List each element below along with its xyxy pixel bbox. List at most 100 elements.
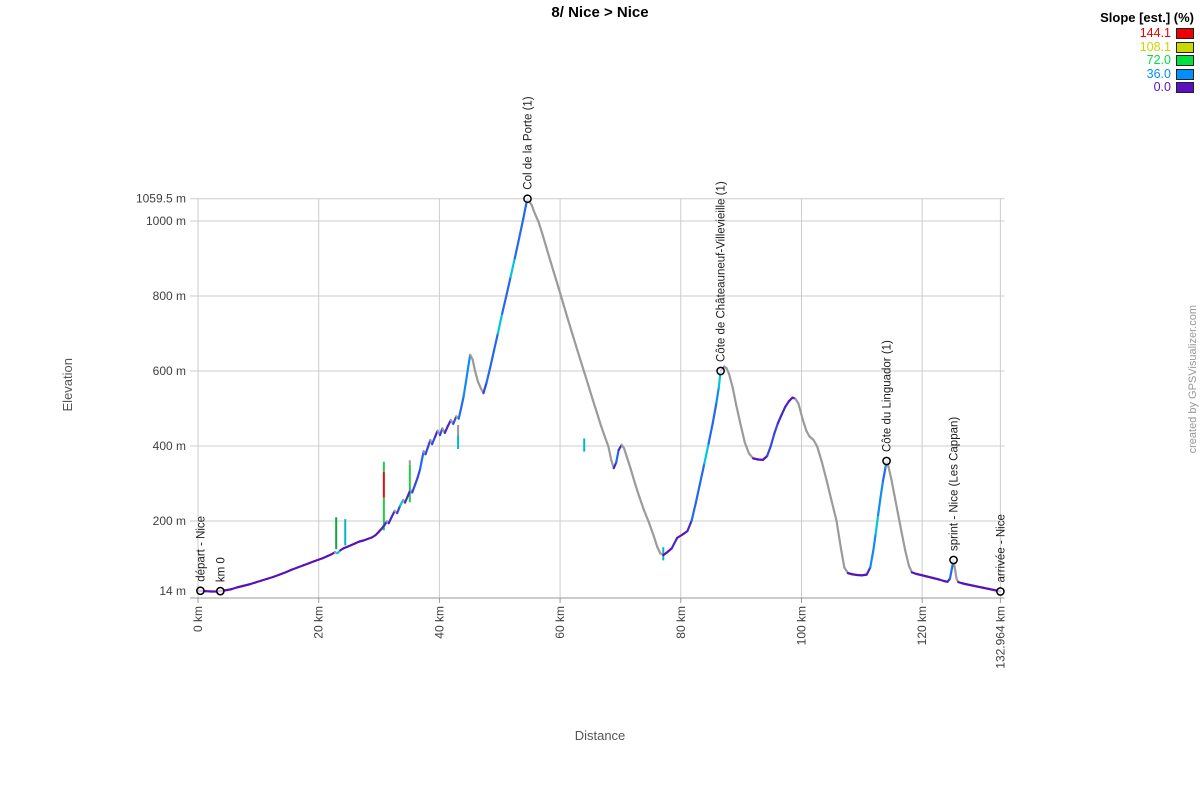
profile-segment — [633, 482, 641, 498]
x-tick-label: 80 km — [674, 606, 688, 639]
profile-segment — [462, 380, 468, 398]
waypoint-label: Côte de Châteauneuf-Villevieille (1) — [716, 181, 728, 362]
legend-value: 0.0 — [1153, 80, 1171, 95]
waypoint-marker — [215, 586, 225, 596]
legend-value: 36.0 — [1146, 66, 1171, 81]
waypoint-label: Col de la Porte (1) — [522, 96, 534, 189]
y-tick-label: 1000 m — [146, 214, 186, 228]
profile-segment — [471, 358, 477, 372]
profile-segment — [600, 425, 607, 440]
profile-segment — [622, 447, 629, 459]
profile-segment — [591, 398, 598, 414]
profile-segment — [784, 400, 790, 409]
profile-segment — [869, 549, 875, 569]
profile-segment — [707, 422, 714, 445]
profile-segment — [893, 494, 900, 515]
x-axis-title: Distance — [574, 728, 626, 743]
profile-segment — [566, 316, 573, 333]
legend-title: Slope [est.] (%) — [1100, 10, 1194, 25]
profile-segment — [904, 549, 910, 567]
profile-segment — [727, 372, 734, 389]
profile-segment — [629, 467, 637, 485]
profile-segment — [431, 435, 437, 446]
profile-segment — [780, 405, 787, 416]
profile-segment — [896, 512, 903, 534]
profile-segment — [540, 231, 548, 248]
waypoint-marker — [196, 586, 205, 596]
profile-segment — [776, 413, 783, 425]
y-tick-label: 14 m — [159, 584, 186, 598]
profile-segment — [578, 357, 586, 374]
profile-segment — [615, 449, 620, 464]
profile-segment — [464, 365, 470, 383]
profile-segment — [652, 534, 659, 548]
profile-segment — [839, 545, 846, 569]
profile-segment — [670, 536, 679, 550]
profile-segment — [715, 386, 720, 404]
profile-segment — [825, 480, 833, 503]
waypoint-label: sprint - Nice (Les Cappan) — [949, 417, 961, 551]
profile-segment — [694, 482, 702, 504]
x-tick-label: 0 km — [191, 606, 205, 632]
waypoint-marker — [882, 456, 891, 466]
waypoint-marker — [523, 194, 532, 204]
profile-segment — [482, 381, 488, 395]
profile-segment — [424, 446, 430, 456]
x-tick-label: 60 km — [553, 606, 567, 639]
profile-segment — [583, 371, 590, 387]
profile-segment — [549, 260, 556, 277]
profile-segment — [473, 369, 480, 383]
profile-segment — [703, 442, 710, 465]
profile-segment — [743, 441, 751, 455]
profile-segment — [953, 568, 958, 580]
profile-segment — [537, 220, 544, 234]
y-tick-label: 800 m — [153, 289, 186, 303]
profile-segment — [890, 478, 896, 497]
waypoint-marker — [716, 366, 725, 376]
profile-segment — [812, 438, 819, 448]
profile-segment — [587, 384, 594, 401]
profile-segment — [769, 432, 776, 448]
profile-segment — [830, 500, 838, 522]
profile-segment — [638, 495, 646, 512]
profile-segment — [574, 344, 582, 360]
profile-segment — [488, 350, 495, 370]
profile-segment — [517, 217, 525, 240]
y-tick-label: 1059.5 m — [136, 192, 186, 206]
profile-segment — [686, 519, 693, 533]
profile-segment — [411, 483, 417, 494]
legend-swatch — [1176, 28, 1194, 40]
profile-segment — [604, 437, 610, 448]
profile-segment — [642, 509, 650, 524]
profile-segment — [496, 312, 504, 335]
profile-segment — [698, 462, 706, 485]
profile-segment — [874, 513, 880, 535]
watermark: created by GPSVisualizer.com — [1187, 305, 1199, 454]
profile-segment — [816, 445, 824, 464]
profile-segment — [711, 401, 718, 425]
profile-segment — [553, 273, 560, 290]
profile-segment — [522, 205, 527, 220]
legend-value: 72.0 — [1146, 53, 1171, 68]
waypoint-label: départ - Nice — [195, 516, 207, 582]
profile-segment — [492, 332, 500, 353]
profile-segment — [865, 566, 872, 576]
legend-item: 144.1 — [1100, 27, 1194, 41]
profile-segment — [881, 467, 887, 483]
profile-segment — [843, 566, 850, 575]
legend-swatch — [1176, 82, 1194, 94]
profile-segment — [656, 545, 662, 555]
waypoint-marker — [996, 587, 1005, 596]
profile-segment — [765, 445, 772, 458]
y-tick-label: 400 m — [153, 439, 186, 453]
profile-segment — [570, 330, 577, 347]
legend-item: 0.0 — [1100, 81, 1194, 95]
legend-swatch — [1176, 68, 1194, 80]
profile-segment — [900, 531, 907, 552]
slope-legend: Slope [est.] (%) 144.1 108.1 72.0 36.0 0.0 — [1100, 10, 1194, 95]
profile-segment — [731, 386, 738, 407]
profile-segment — [418, 458, 423, 471]
waypoint-label: arrivée - Nice — [995, 514, 1007, 582]
profile-segment — [476, 380, 483, 390]
profile-segment — [452, 415, 458, 425]
